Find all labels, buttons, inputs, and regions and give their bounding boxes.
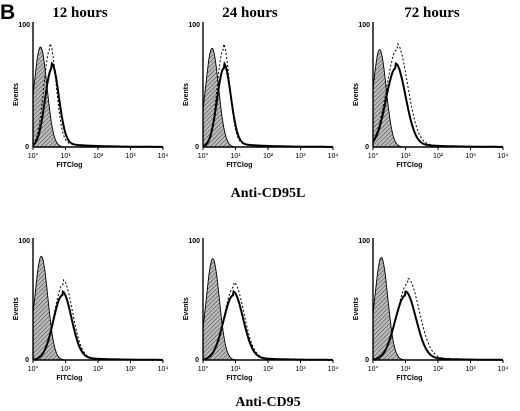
column-title-72h: 72 hours	[404, 5, 460, 21]
x-axis-label: FITClog	[226, 162, 252, 169]
series-dashed-curve	[202, 42, 333, 148]
row-label-anti-cd95l: Anti-CD95L	[231, 186, 306, 201]
x-tick-label: 10⁴	[158, 153, 169, 160]
series-filled-hatched-curve	[32, 46, 163, 148]
histogram-panel-1: 10° 10¹ 10² 10³ 10⁴ 0 100 FITClog Events	[13, 22, 168, 169]
histogram-panel-2: 10° 10¹ 10² 10³ 10⁴ 0 100 FITClog Events	[183, 22, 338, 169]
x-tick-label: 10⁴	[498, 366, 509, 373]
y-axis-label: Events	[13, 297, 20, 320]
y-axis-label: Events	[353, 83, 360, 106]
x-axis-label: FITClog	[56, 375, 82, 382]
x-axis-label: FITClog	[396, 375, 422, 382]
histogram-panel-3: 10° 10¹ 10² 10³ 10⁴ 0 100 FITClog Events	[353, 22, 508, 169]
x-tick-label: 10⁴	[498, 153, 509, 160]
x-tick-label: 10²	[93, 153, 104, 160]
x-tick-label: 10³	[125, 366, 136, 373]
x-tick-label: 10³	[295, 153, 306, 160]
y-axis-label: Events	[353, 297, 360, 320]
x-axis-label: FITClog	[226, 375, 252, 382]
x-tick-label: 10°	[198, 152, 209, 160]
y-tick-label: 100	[358, 22, 370, 29]
y-tick-label: 0	[25, 144, 29, 151]
x-tick-label: 10³	[295, 366, 306, 373]
y-axis-label: Events	[183, 83, 190, 106]
y-axis-label: Events	[13, 83, 20, 106]
x-axis-label: FITClog	[396, 162, 422, 169]
histogram-panel-5: 10° 10¹ 10² 10³ 10⁴ 0 100 FITClog Events	[183, 238, 338, 382]
y-tick-label: 0	[365, 144, 369, 151]
column-title-12h: 12 hours	[52, 5, 108, 21]
x-tick-label: 10⁴	[328, 366, 339, 373]
x-tick-label: 10°	[28, 365, 39, 373]
y-tick-label: 100	[188, 22, 200, 29]
x-tick-label: 10³	[125, 153, 136, 160]
series-filled-hatched-curve	[372, 48, 503, 148]
x-tick-label: 10¹	[400, 366, 411, 373]
x-tick-label: 10²	[433, 366, 444, 373]
y-axis-label: Events	[183, 297, 190, 320]
row-label-anti-cd95: Anti-CD95	[235, 395, 300, 410]
x-tick-label: 10°	[368, 152, 379, 160]
x-tick-label: 10³	[465, 366, 476, 373]
series-filled-hatched-curve	[32, 255, 163, 361]
x-axis-label: FITClog	[56, 162, 82, 169]
y-tick-label: 0	[195, 144, 199, 151]
x-tick-label: 10°	[28, 152, 39, 160]
y-tick-label: 0	[365, 357, 369, 364]
x-tick-label: 10°	[198, 365, 209, 373]
x-tick-label: 10⁴	[158, 366, 169, 373]
x-tick-label: 10¹	[60, 153, 71, 160]
series-filled-hatched-curve	[202, 258, 333, 361]
x-tick-label: 10²	[263, 153, 274, 160]
x-tick-label: 10²	[433, 153, 444, 160]
x-tick-label: 10²	[93, 366, 104, 373]
x-tick-label: 10¹	[400, 153, 411, 160]
histogram-panel-4: 10° 10¹ 10² 10³ 10⁴ 0 100 FITClog Events	[13, 238, 168, 382]
x-tick-label: 10¹	[60, 366, 71, 373]
y-tick-label: 100	[18, 238, 30, 245]
series-filled-hatched-curve	[202, 47, 333, 148]
series-filled-hatched-curve	[372, 256, 503, 361]
y-tick-label: 100	[188, 238, 200, 245]
x-tick-label: 10¹	[230, 153, 241, 160]
x-tick-label: 10°	[368, 365, 379, 373]
x-tick-label: 10³	[465, 153, 476, 160]
y-tick-label: 100	[18, 22, 30, 29]
x-tick-label: 10²	[263, 366, 274, 373]
x-tick-label: 10⁴	[328, 153, 339, 160]
panel-letter: B	[0, 1, 15, 24]
y-tick-label: 100	[358, 238, 370, 245]
x-tick-label: 10¹	[230, 366, 241, 373]
y-tick-label: 0	[25, 357, 29, 364]
column-title-24h: 24 hours	[222, 5, 278, 21]
y-tick-label: 0	[195, 357, 199, 364]
histogram-panel-6: 10° 10¹ 10² 10³ 10⁴ 0 100 FITClog Events	[353, 238, 508, 382]
